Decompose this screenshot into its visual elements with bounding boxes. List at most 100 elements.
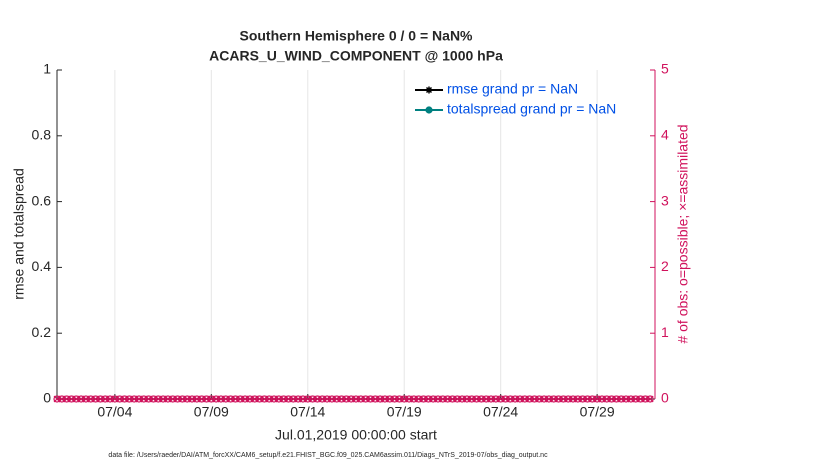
data-point: [569, 395, 577, 403]
data-point: [419, 395, 428, 403]
data-point: [120, 395, 129, 403]
data-point: [448, 395, 457, 403]
data-point: [535, 395, 543, 403]
data-point: [526, 395, 534, 403]
data-point: [511, 395, 519, 403]
data-point: [583, 395, 592, 403]
y2-tick-label: 4: [661, 127, 669, 143]
data-point: [415, 395, 423, 403]
data-point: [284, 395, 293, 403]
x-tick-label: 07/24: [483, 404, 518, 420]
data-point: [255, 395, 264, 403]
y-tick-label: 1: [43, 61, 51, 77]
data-point: [58, 395, 66, 403]
data-point: [362, 395, 370, 403]
data-point: [598, 395, 606, 403]
data-point: [550, 395, 558, 403]
data-point: [357, 395, 365, 403]
data-point: [212, 395, 220, 403]
data-point: [347, 395, 355, 403]
data-point: [545, 395, 553, 403]
data-point: [593, 395, 601, 403]
data-point: [178, 395, 186, 403]
chart-title: ACARS_U_WIND_COMPONENT @ 1000 hPa: [209, 48, 503, 64]
data-point: [198, 395, 206, 403]
y-tick-label: 0.8: [32, 127, 52, 143]
data-point: [63, 395, 71, 403]
data-point: [251, 395, 259, 403]
data-point: [579, 395, 587, 403]
data-point: [506, 395, 514, 403]
data-point: [323, 395, 331, 403]
data-point: [521, 395, 529, 403]
data-point: [564, 395, 572, 403]
y-tick-label: 0: [43, 390, 51, 406]
data-point: [337, 395, 346, 403]
data-point: [183, 395, 191, 403]
x-tick-label: 07/09: [194, 404, 229, 420]
legend-label: totalspread grand pr = NaN: [447, 101, 616, 117]
data-point: [154, 395, 162, 403]
chart-title: Southern Hemisphere 0 / 0 = NaN%: [239, 28, 473, 44]
data-point: [280, 395, 288, 403]
data-point: [275, 395, 283, 403]
data-point: [381, 395, 389, 403]
data-point: [193, 395, 201, 403]
data-point: [236, 395, 244, 403]
x-tick-label: 07/04: [97, 404, 132, 420]
data-point: [468, 395, 476, 403]
y-axis-label: rmse and totalspread: [11, 168, 27, 300]
data-point: [202, 395, 211, 403]
x-tick-label: 07/19: [387, 404, 422, 420]
data-point: [559, 395, 567, 403]
data-point: [444, 395, 452, 403]
data-point: [424, 395, 432, 403]
legend-label: rmse grand pr = NaN: [447, 81, 578, 97]
data-point: [270, 395, 278, 403]
data-point: [612, 395, 621, 403]
data-point: [313, 395, 322, 403]
data-point: [540, 395, 548, 403]
data-point: [453, 395, 461, 403]
data-point: [501, 395, 510, 403]
data-point: [72, 395, 80, 403]
data-point: [96, 395, 105, 403]
y2-axis-label: # of obs: o=possible; ×=assimilated: [675, 124, 691, 343]
data-point: [463, 395, 471, 403]
data-point: [622, 395, 630, 403]
data-point: [516, 395, 524, 403]
y2-tick-label: 1: [661, 324, 669, 340]
data-point: [497, 395, 505, 403]
data-point: [164, 395, 172, 403]
data-point: [260, 395, 268, 403]
data-point: [371, 395, 379, 403]
data-point: [646, 395, 654, 403]
data-point: [342, 395, 350, 403]
data-point: [227, 395, 235, 403]
data-point: [82, 395, 90, 403]
data-point: [574, 395, 582, 403]
data-point: [140, 395, 148, 403]
data-point: [390, 395, 399, 403]
data-point: [125, 395, 133, 403]
data-point: [101, 395, 109, 403]
data-point: [405, 395, 413, 403]
data-point: [116, 395, 124, 403]
data-point: [530, 395, 539, 403]
data-point: [106, 395, 114, 403]
data-point: [188, 395, 196, 403]
data-point: [173, 395, 182, 403]
data-point: [217, 395, 225, 403]
data-point: [607, 395, 616, 403]
data-point: [439, 395, 447, 403]
data-point: [308, 395, 317, 403]
data-point: [400, 395, 408, 403]
data-point: [434, 395, 442, 403]
data-point: [53, 395, 61, 403]
data-point: [159, 395, 167, 403]
data-point: [222, 395, 230, 403]
data-point: [646, 395, 654, 403]
data-point: [145, 395, 153, 403]
data-point: [429, 395, 437, 403]
